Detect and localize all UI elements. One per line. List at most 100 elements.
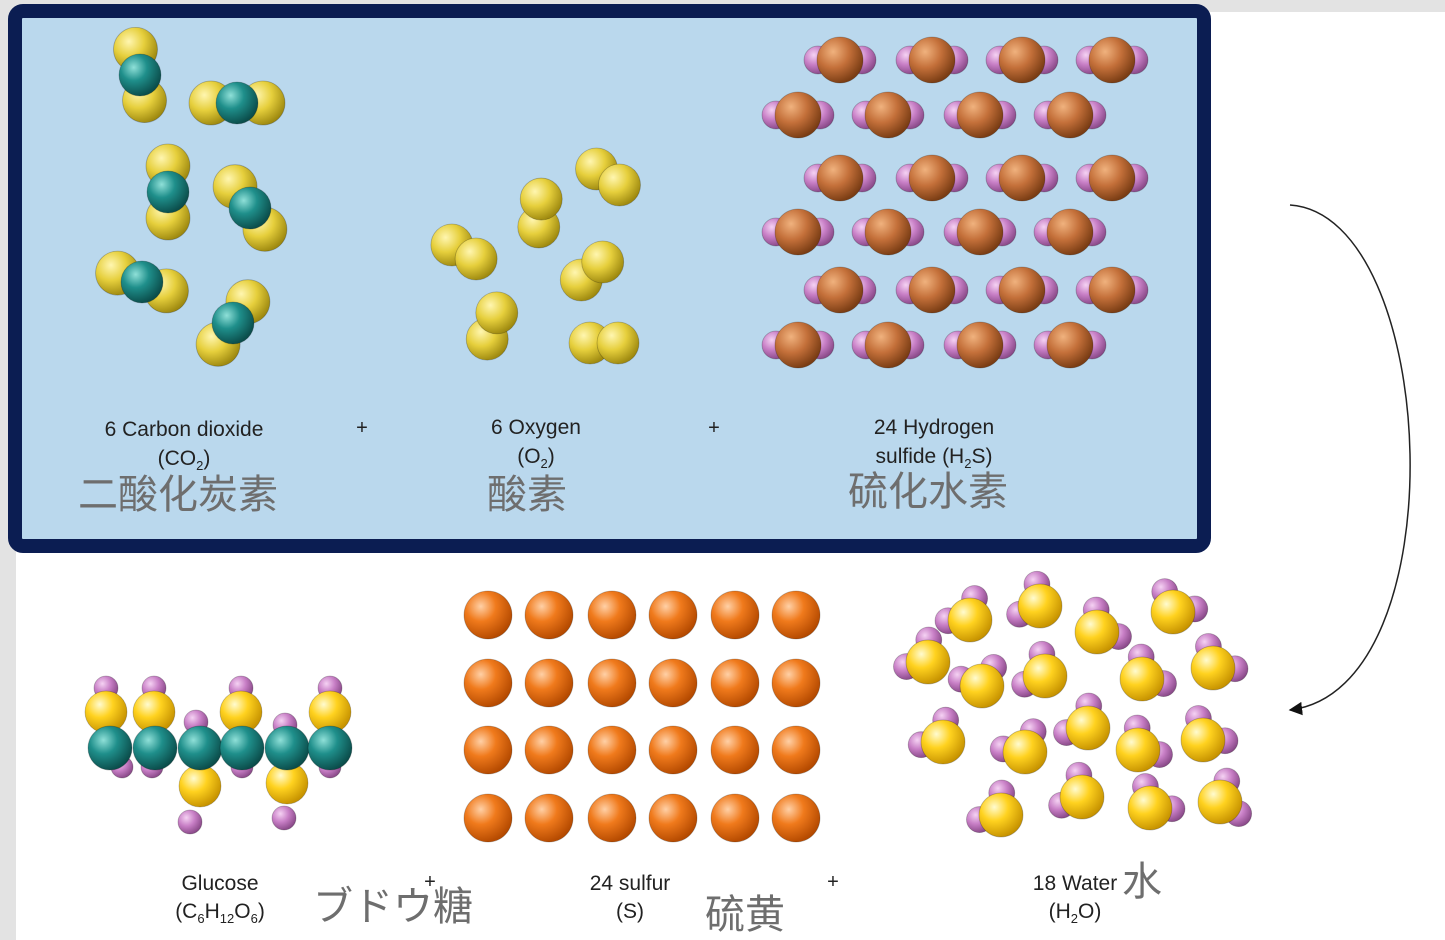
sulfur-atom [1046,91,1094,139]
h2s-formula: sulfide (H2S) [876,445,993,471]
oxygen-atom [596,321,640,365]
oxygen-atom [1002,729,1048,775]
glucose-japanese-label: ブドウ糖 [313,884,473,930]
oxygen-atom [1017,583,1063,629]
carbon-atom [219,725,265,771]
sulfur-atom [1046,208,1094,256]
carbon-atom [264,725,310,771]
sulfur-atom [998,36,1046,84]
carbon-atom [211,301,255,345]
sulfur-atom [1088,154,1136,202]
oxygen-atom [1074,609,1120,655]
sulfur-atom [710,590,760,640]
h2s-japanese-label: 硫化水素 [848,469,1008,515]
plus-sign: + [708,417,720,439]
water-label: 18 Water [1033,872,1117,895]
sulfur-atom [771,725,821,775]
carbon-atom [146,170,190,214]
sulfur-atom [648,590,698,640]
sulfur-atom [864,91,912,139]
oxygen-atom [1115,727,1161,773]
sulfur-atom [524,590,574,640]
oxygen-atom [978,792,1024,838]
glucose-label: Glucose [181,872,258,895]
hydrogen-sulfide-molecules [761,36,1149,369]
sulfur-atom [774,321,822,369]
sulfur-atom [864,321,912,369]
sulfur-atom [648,793,698,843]
oxygen-atom [519,177,563,221]
h2s-label: 24 Hydrogen [874,416,994,439]
sulfur-atom [710,793,760,843]
sulfur-atom [956,208,1004,256]
oxygen-atom [581,240,625,284]
sulfur-atoms [463,590,821,843]
oxygen-atom [1119,656,1165,702]
sulfur-atom [648,725,698,775]
sulfur-atom [463,725,513,775]
carbon-atom [307,725,353,771]
sulfur-atom [463,658,513,708]
sulfur-atom [908,266,956,314]
oxygen-atom [905,639,951,685]
hydrogen-atom [271,805,297,831]
carbon-atom [120,260,164,304]
carbon-dioxide-molecules [95,26,288,367]
carbon-atom [132,725,178,771]
sulfur-atom [816,154,864,202]
o2-label: 6 Oxygen [491,416,581,439]
oxygen-atom [1197,779,1243,825]
sulfur-atom [587,658,637,708]
oxygen-atom [475,291,519,335]
oxygen-atom [1065,705,1111,751]
sulfur-atom [524,658,574,708]
sulfur-atom [908,154,956,202]
water-formula: (H2O) [1049,900,1102,926]
sulfur-atom [816,266,864,314]
oxygen-atom [1150,589,1196,635]
sulfur-atom [1088,266,1136,314]
plus-sign: + [827,871,839,893]
sulfur-atom [774,208,822,256]
water-molecules [893,570,1253,838]
sulfur-atom [463,590,513,640]
water-japanese-label: 水 [1122,859,1162,905]
sulfur-atom [587,590,637,640]
oxygen-atom [1059,774,1105,820]
co2-japanese-label: 二酸化炭素 [78,472,278,518]
sulfur-atom [908,36,956,84]
oxygen-atom [920,719,966,765]
sulfur-label: 24 sulfur [590,872,671,895]
glucose-molecule [84,675,353,835]
oxygen-molecules [430,147,641,365]
carbon-atom [118,53,162,97]
sulfur-atom [1088,36,1136,84]
carbon-atom [228,186,272,230]
sulfur-atom [587,725,637,775]
sulfur-atom [771,793,821,843]
hydrogen-atom [177,809,203,835]
sulfur-atom [998,266,1046,314]
oxygen-atom [178,764,222,808]
oxygen-atom [1180,717,1226,763]
sulfur-atom [864,208,912,256]
carbon-atom [215,81,259,125]
oxygen-atom [1127,785,1173,831]
co2-formula: (CO2) [158,447,211,473]
sulfur-japanese-label: 硫黄 [705,892,785,938]
glucose-formula: (C6H12O6) [175,900,265,926]
plus-sign: + [356,417,368,439]
sulfur-atom [463,793,513,843]
oxygen-atom [947,597,993,643]
sulfur-formula: (S) [616,900,644,923]
sulfur-atom [771,658,821,708]
sulfur-atom [956,321,1004,369]
sulfur-atom [648,658,698,708]
oxygen-atom [454,237,498,281]
o2-formula: (O2) [517,445,555,471]
sulfur-atom [710,725,760,775]
sulfur-atom [524,793,574,843]
oxygen-atom [1022,653,1068,699]
sulfur-atom [771,590,821,640]
sulfur-atom [710,658,760,708]
